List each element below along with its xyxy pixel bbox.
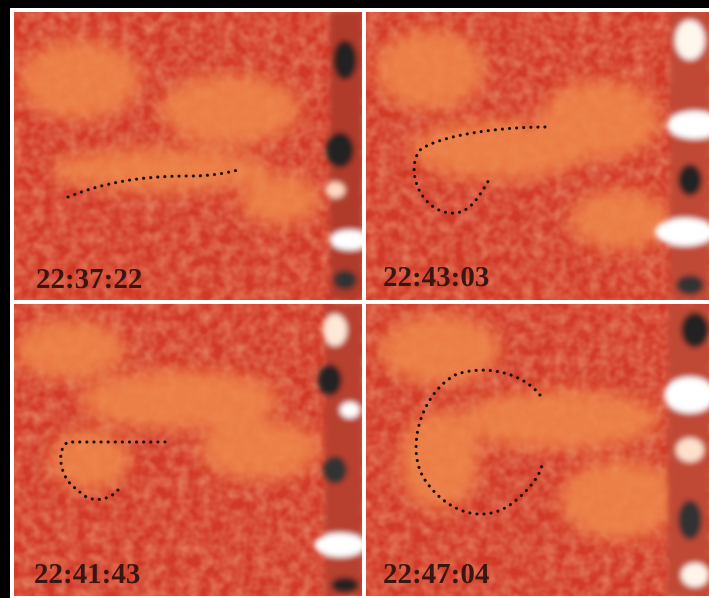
left-border bbox=[0, 0, 10, 598]
dotted-trace bbox=[59, 440, 167, 501]
dotted-trace bbox=[66, 167, 244, 199]
horizontal-divider bbox=[10, 300, 709, 304]
panel: 22:47:04 bbox=[366, 304, 709, 596]
panel: 22:43:03 bbox=[366, 12, 709, 300]
timestamp: 22:47:04 bbox=[383, 558, 489, 590]
panel: 22:37:22 bbox=[14, 12, 362, 300]
top-border bbox=[0, 0, 709, 8]
timestamp: 22:37:22 bbox=[36, 263, 142, 295]
timestamp: 22:43:03 bbox=[383, 261, 489, 293]
panel: 22:41:43 bbox=[14, 304, 362, 596]
timestamp: 22:41:43 bbox=[34, 558, 140, 590]
dotted-trace bbox=[414, 368, 544, 516]
